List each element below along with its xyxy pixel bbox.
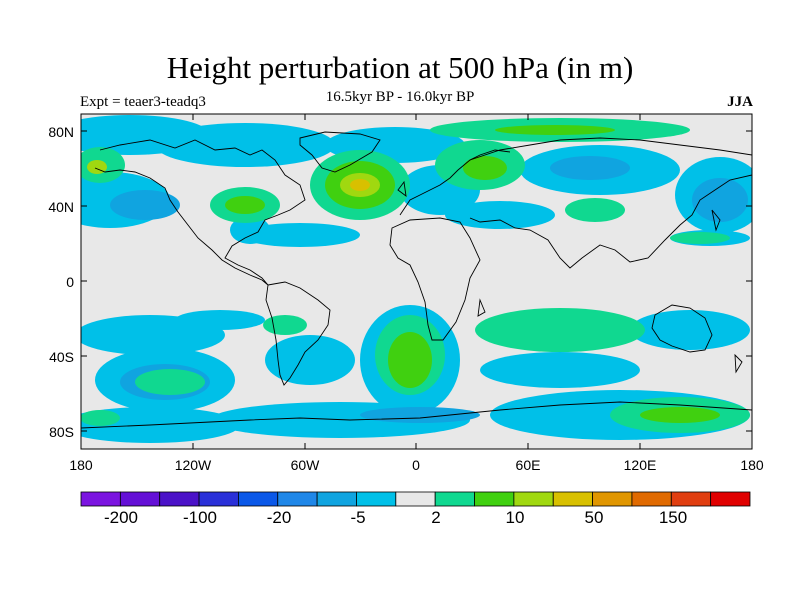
- colorbar-label: -100: [182, 508, 218, 527]
- colorbar-label: -200: [103, 508, 139, 527]
- colorbar-swatch: [277, 491, 318, 507]
- colorbar-swatch: [356, 491, 397, 507]
- colorbar-label: 50: [584, 508, 604, 527]
- lat-label-40N: 40N: [48, 199, 74, 215]
- colorbar-label: 10: [505, 508, 525, 527]
- colorbar-swatch: [434, 491, 475, 507]
- colorbar-swatch: [159, 491, 200, 507]
- colorbar-swatch: [238, 491, 279, 507]
- experiment-label: Expt = teaer3-teadq3: [80, 94, 206, 110]
- lon-label-60E: 60E: [515, 457, 541, 473]
- colorbar-swatch: [631, 491, 672, 507]
- colorbar: [80, 491, 751, 507]
- colorbar-swatch: [670, 491, 712, 507]
- colorbar-label: 2: [431, 508, 441, 527]
- lat-label-80S: 80S: [49, 424, 74, 440]
- axis-ticks: [80, 114, 753, 449]
- colorbar-label: -5: [350, 508, 366, 527]
- lon-label-180e: 180: [740, 457, 764, 473]
- colorbar-swatch: [316, 491, 357, 507]
- colorbar-swatch: [710, 491, 751, 507]
- colorbar-swatch: [119, 491, 161, 507]
- colorbar-label: 150: [658, 508, 688, 527]
- colorbar-swatch: [513, 491, 554, 507]
- lon-label-0: 0: [412, 457, 420, 473]
- chart-subtitle: 16.5kyr BP - 16.0kyr BP: [325, 89, 475, 105]
- lon-label-120E: 120E: [623, 457, 657, 473]
- colorbar-label: -20: [266, 508, 292, 527]
- lon-label-120W: 120W: [174, 457, 212, 473]
- lon-label-60W: 60W: [290, 457, 320, 473]
- season-label: JJA: [727, 94, 753, 110]
- lat-label-0: 0: [66, 274, 74, 290]
- chart-title: Height perturbation at 500 hPa (in m): [166, 50, 634, 85]
- colorbar-swatch: [395, 491, 436, 507]
- colorbar-swatch: [592, 491, 633, 507]
- coastlines: [81, 131, 752, 429]
- colorbar-swatch: [552, 491, 593, 507]
- colorbar-swatch: [198, 491, 239, 507]
- colorbar-swatch: [474, 491, 515, 507]
- colorbar-swatch: [80, 491, 121, 507]
- lat-label-40S: 40S: [49, 349, 74, 365]
- lat-label-80N: 80N: [48, 124, 74, 140]
- lon-label-180w: 180: [69, 457, 93, 473]
